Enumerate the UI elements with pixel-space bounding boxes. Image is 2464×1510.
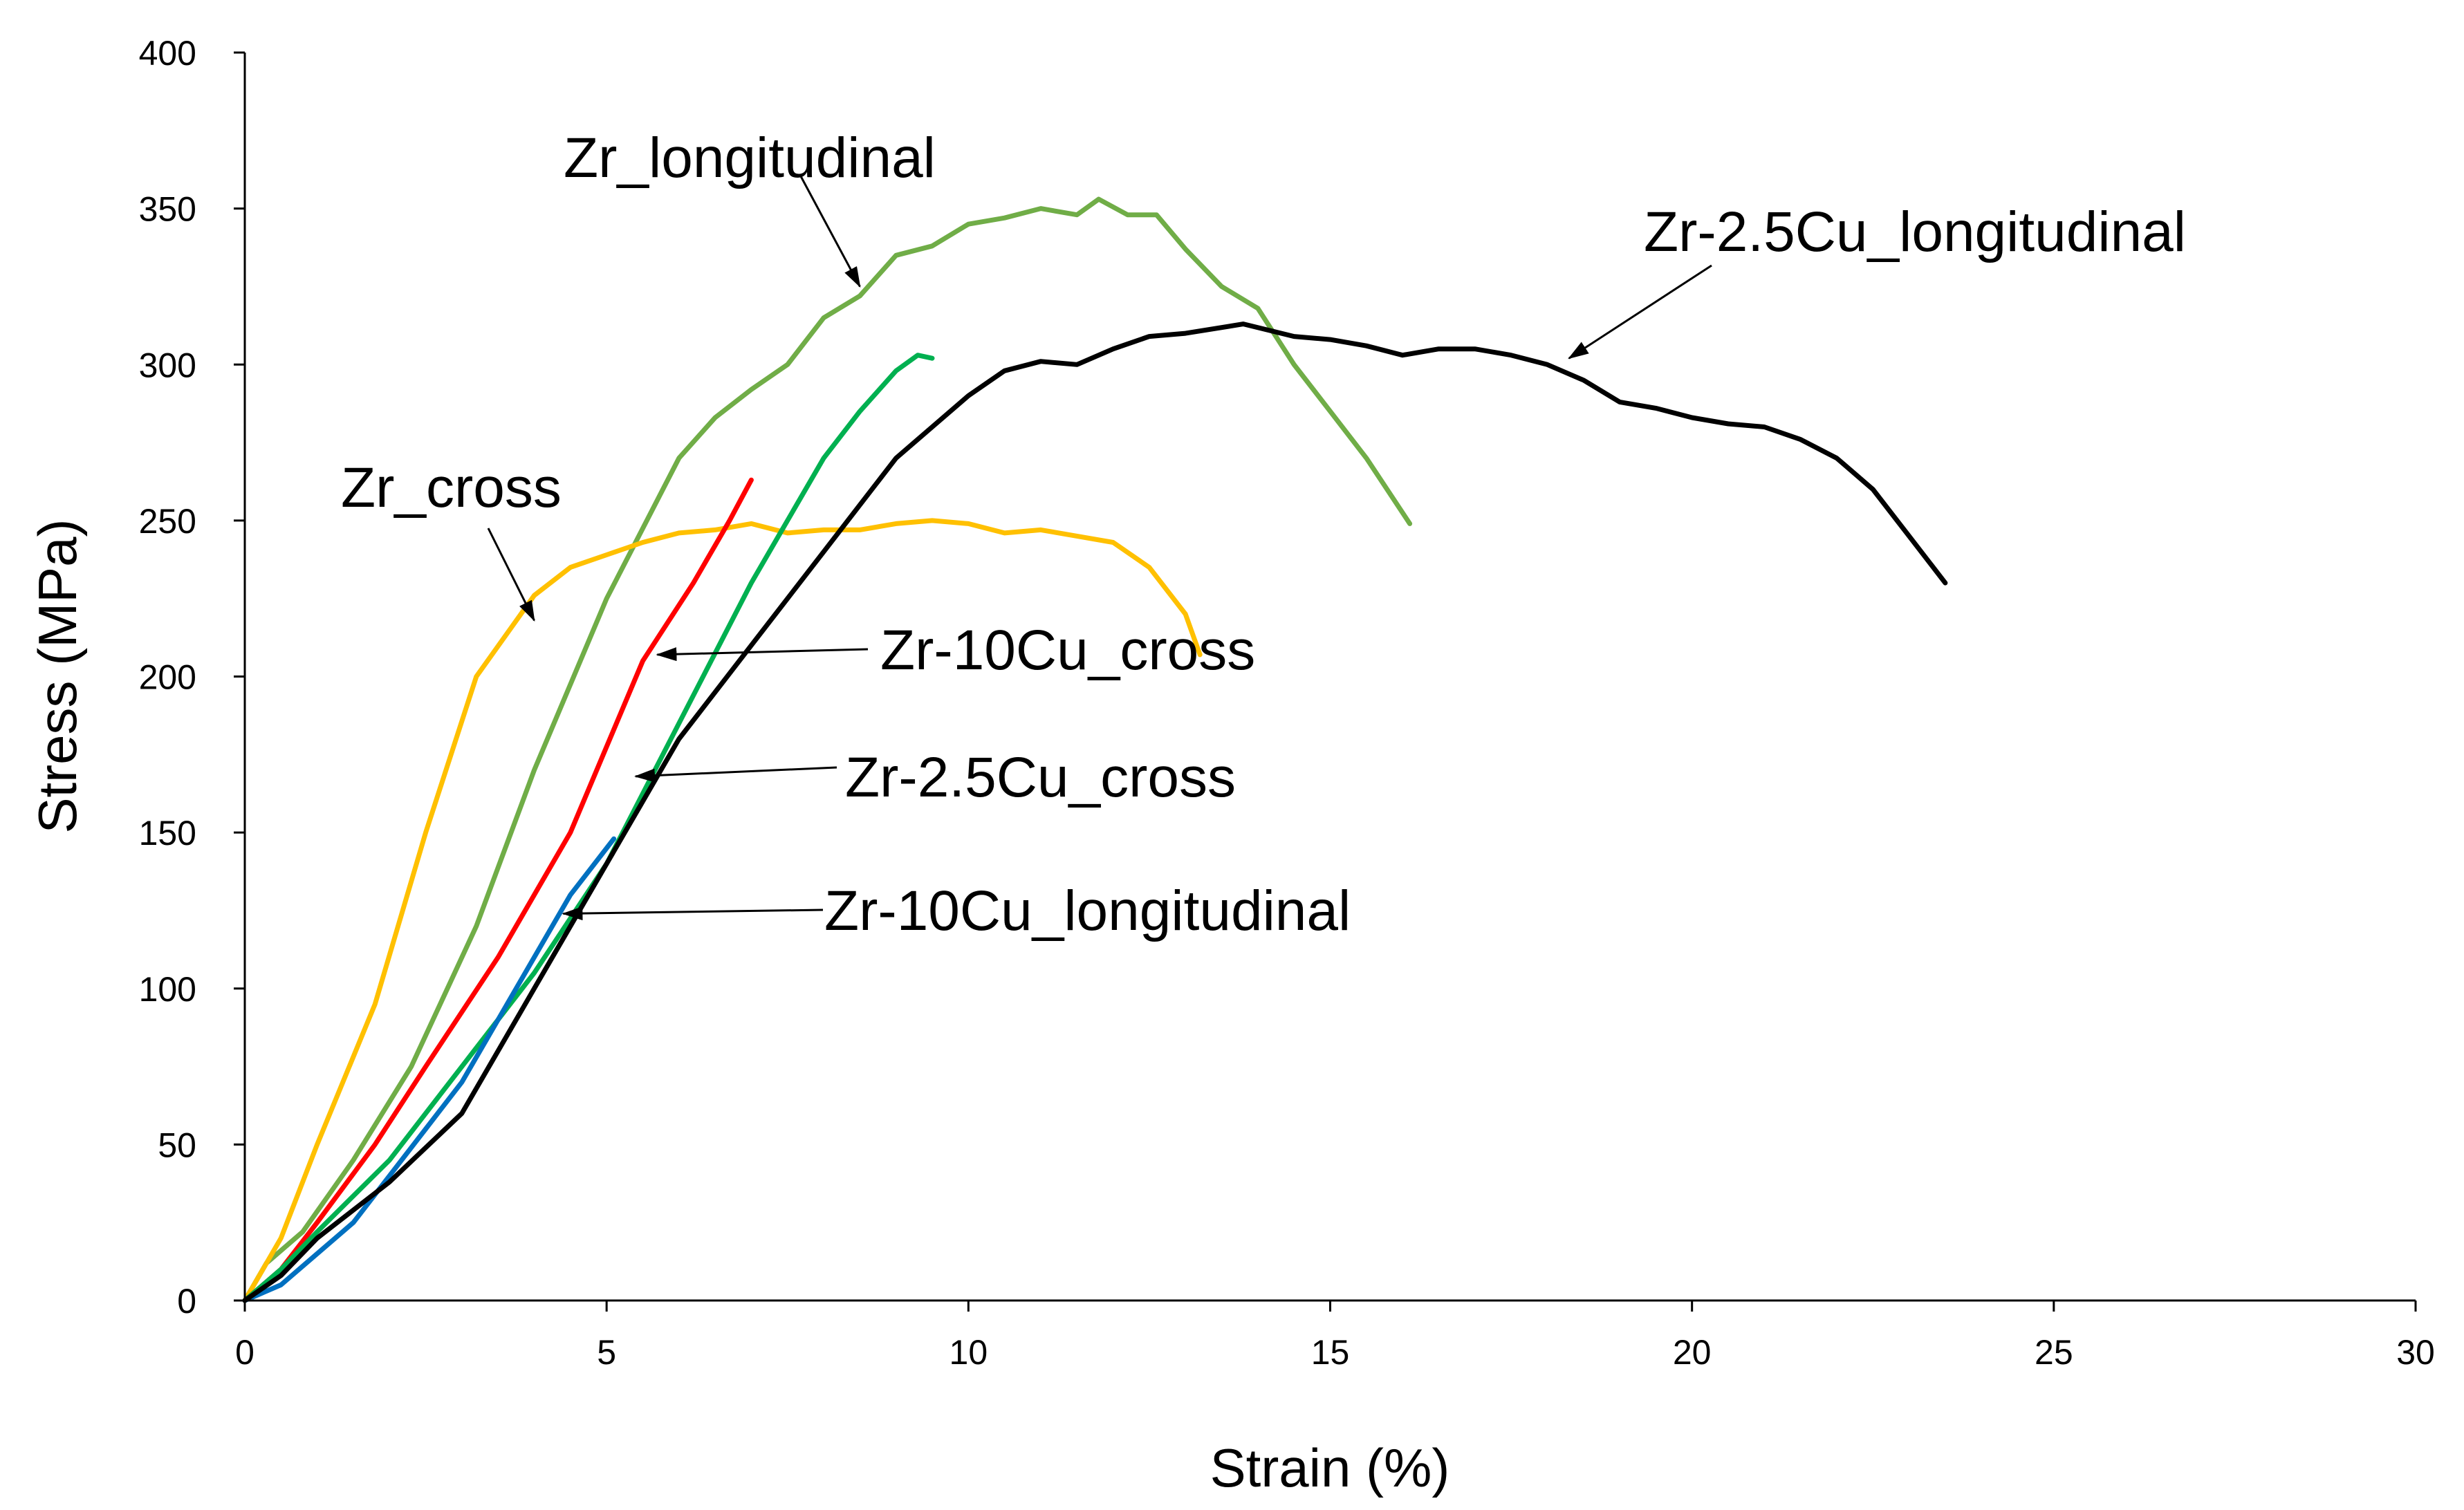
y-axis-title: Stress (MPa)	[27, 519, 88, 833]
x-tick-label: 20	[1673, 1333, 1712, 1372]
series-line-zr-longitudinal	[242, 196, 1413, 1303]
series-line-zr-2-5cu-longitudinal	[242, 321, 1948, 1303]
annotation: Zr_cross	[341, 456, 562, 622]
y-tick-label: 150	[139, 814, 196, 852]
annotation-label: Zr-2.5Cu_cross	[845, 746, 1236, 809]
y-ticks: 0 50 100 150 200 250 300 350 400	[139, 34, 245, 1321]
annotation-arrow	[799, 176, 861, 288]
annotation: Zr_longitudinal	[564, 127, 936, 288]
x-tick-label: 10	[950, 1333, 988, 1372]
y-tick-label: 350	[139, 190, 196, 229]
x-tick: 30	[2396, 1301, 2435, 1372]
annotation: Zr-10Cu_cross	[656, 619, 1255, 682]
annotation-label: Zr-10Cu_longitudinal	[824, 879, 1351, 942]
x-tick: 10	[950, 1301, 988, 1372]
y-tick-label: 300	[139, 346, 196, 384]
x-axis-title: Strain (%)	[1210, 1437, 1450, 1498]
series-line-zr-10cu-cross	[242, 477, 754, 1303]
annotation-arrow	[656, 647, 869, 662]
annotation-layer: Zr_longitudinal Zr-2.5Cu_longitudinal Zr…	[341, 127, 2186, 942]
x-tick-label: 15	[1311, 1333, 1350, 1372]
y-tick-label: 0	[177, 1282, 196, 1321]
x-tick: 0	[235, 1301, 254, 1372]
y-tick-label: 100	[139, 970, 196, 1009]
series-line-zr-2-5cu-cross	[242, 353, 935, 1303]
y-tick: 250	[139, 502, 245, 541]
annotation-label: Zr-10Cu_cross	[880, 619, 1255, 682]
x-tick: 25	[2035, 1301, 2073, 1372]
x-ticks: 0 5 10 15 20 25 30	[235, 1301, 2435, 1372]
y-tick-label: 400	[139, 34, 196, 73]
annotation: Zr-10Cu_longitudinal	[562, 879, 1351, 942]
y-tick: 100	[139, 970, 245, 1009]
y-tick: 150	[139, 814, 245, 852]
annotation: Zr-2.5Cu_cross	[634, 746, 1236, 809]
annotation-arrow	[562, 906, 824, 921]
series-layer	[242, 196, 1948, 1303]
y-tick-label: 50	[158, 1126, 196, 1164]
x-tick-label: 30	[2396, 1333, 2435, 1372]
annotation-label: Zr-2.5Cu_longitudinal	[1644, 201, 2186, 263]
x-tick: 15	[1311, 1301, 1350, 1372]
y-tick-label: 200	[139, 658, 196, 697]
x-tick-label: 0	[235, 1333, 254, 1372]
series-line-zr-cross	[242, 518, 1203, 1303]
annotation-arrow	[487, 528, 535, 622]
x-tick: 20	[1673, 1301, 1712, 1372]
y-tick: 400	[139, 34, 245, 73]
x-tick-label: 25	[2035, 1333, 2073, 1372]
annotation: Zr-2.5Cu_longitudinal	[1568, 201, 2186, 360]
y-tick: 0	[177, 1282, 245, 1321]
x-tick-label: 5	[597, 1333, 616, 1372]
y-tick-label: 250	[139, 502, 196, 541]
y-tick: 300	[139, 346, 245, 384]
series-line-zr-10cu-longitudinal	[242, 836, 617, 1303]
annotation-arrow	[1568, 264, 1712, 360]
annotation-arrow	[634, 766, 837, 783]
y-tick: 50	[158, 1126, 245, 1164]
annotation-label: Zr_cross	[341, 456, 562, 519]
x-tick: 5	[597, 1301, 616, 1372]
y-tick: 200	[139, 658, 245, 697]
y-tick: 350	[139, 190, 245, 229]
annotation-label: Zr_longitudinal	[564, 127, 936, 189]
